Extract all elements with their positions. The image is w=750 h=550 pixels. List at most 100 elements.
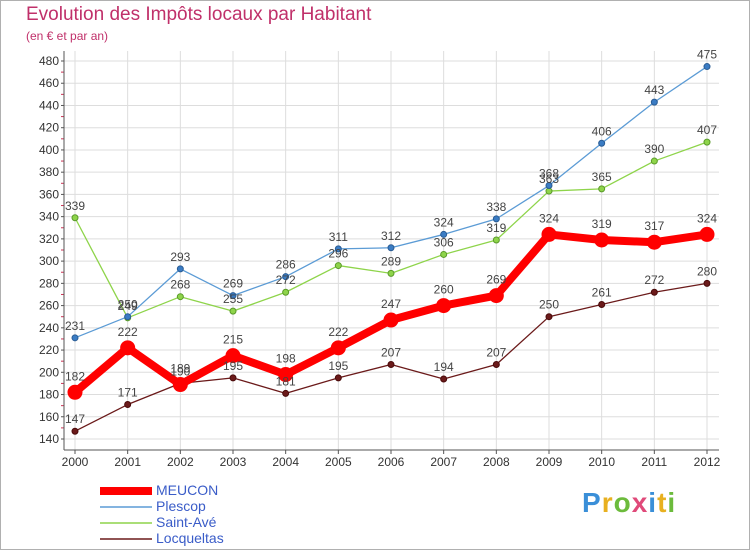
- y-tick-label: 320: [39, 232, 59, 246]
- data-labels: 147 171 190 195 181 195 207 194 207 250 261 272 280 3…: [65, 48, 717, 427]
- legend-swatch-saint-ave: [100, 522, 152, 524]
- y-tick-label: 200: [39, 365, 59, 379]
- data-label-saint-av-: 296: [328, 247, 348, 261]
- data-point-saint-av-: [229, 307, 237, 315]
- data-label-plescop: 406: [592, 124, 612, 138]
- data-point-plescop: [334, 245, 342, 253]
- data-label-locqueltas: 272: [644, 273, 664, 287]
- data-label-saint-av-: 365: [592, 170, 612, 184]
- data-label-plescop: 286: [276, 258, 296, 272]
- data-point-meucon: [172, 377, 188, 393]
- data-label-locqueltas: 194: [434, 360, 454, 374]
- data-label-meucon: 215: [223, 333, 243, 347]
- x-tick-label: 2006: [378, 455, 405, 469]
- data-label-saint-av-: 390: [644, 142, 664, 156]
- data-point-plescop: [440, 230, 448, 238]
- series-group: [67, 63, 715, 435]
- data-label-saint-av-: 255: [223, 292, 243, 306]
- data-point-saint-av-: [176, 293, 184, 301]
- x-tick-label: 2005: [325, 455, 352, 469]
- chart-subtitle: (en € et par an): [26, 29, 109, 43]
- data-label-saint-av-: 272: [276, 273, 296, 287]
- data-point-plescop: [703, 63, 711, 71]
- y-tick-label: 180: [39, 388, 59, 402]
- data-point-meucon: [541, 226, 557, 242]
- data-label-saint-av-: 268: [170, 278, 190, 292]
- data-point-saint-av-: [492, 236, 500, 244]
- data-label-plescop: 475: [697, 48, 717, 62]
- data-point-plescop: [598, 139, 606, 147]
- data-label-locqueltas: 190: [170, 364, 190, 378]
- data-point-locqueltas: [387, 361, 395, 369]
- data-label-saint-av-: 289: [381, 254, 401, 268]
- data-point-meucon: [278, 367, 294, 383]
- data-label-meucon: 247: [381, 297, 401, 311]
- data-label-saint-av-: 407: [697, 123, 717, 137]
- data-point-saint-av-: [334, 262, 342, 270]
- data-label-meucon: 324: [697, 211, 717, 225]
- y-tick-label: 300: [39, 254, 59, 268]
- data-point-saint-av-: [387, 269, 395, 277]
- data-point-plescop: [492, 215, 500, 223]
- y-tick-label: 140: [39, 432, 59, 446]
- data-label-locqueltas: 280: [697, 264, 717, 278]
- data-label-plescop: 338: [486, 200, 506, 214]
- data-label-locqueltas: 261: [592, 285, 612, 299]
- y-tick-label: 400: [39, 143, 59, 157]
- x-tick-label: 2008: [483, 455, 510, 469]
- data-label-meucon: 324: [539, 211, 559, 225]
- data-label-saint-av-: 319: [486, 221, 506, 235]
- data-point-meucon: [436, 298, 452, 314]
- data-label-meucon: 317: [644, 219, 664, 233]
- data-point-meucon: [383, 312, 399, 328]
- y-tick-label: 460: [39, 76, 59, 90]
- data-point-plescop: [176, 265, 184, 273]
- y-tick-label: 260: [39, 299, 59, 313]
- data-point-plescop: [282, 273, 290, 281]
- data-point-plescop: [545, 182, 553, 190]
- data-point-locqueltas: [334, 374, 342, 382]
- data-point-locqueltas: [703, 279, 711, 287]
- data-point-saint-av-: [598, 185, 606, 193]
- data-label-meucon: 222: [328, 325, 348, 339]
- data-point-plescop: [387, 244, 395, 252]
- data-label-plescop: 250: [118, 298, 138, 312]
- data-point-saint-av-: [282, 288, 290, 296]
- data-point-locqueltas: [71, 427, 79, 435]
- data-label-meucon: 319: [592, 217, 612, 231]
- x-tick-label: 2001: [114, 455, 141, 469]
- y-tick-label: 240: [39, 321, 59, 335]
- data-label-meucon: 222: [118, 325, 138, 339]
- data-label-locqueltas: 250: [539, 298, 559, 312]
- legend-label-plescop: Plescop: [156, 498, 206, 514]
- data-label-meucon: 198: [276, 352, 296, 366]
- y-tick-label: 480: [39, 54, 59, 68]
- data-label-saint-av-: 363: [539, 172, 559, 186]
- data-point-meucon: [225, 348, 241, 364]
- data-label-saint-av-: 306: [434, 235, 454, 249]
- x-tick-label: 2002: [167, 455, 194, 469]
- legend-swatch-plescop: [100, 506, 152, 508]
- data-label-meucon: 269: [486, 273, 506, 287]
- y-tick-label: 220: [39, 343, 59, 357]
- legend-label-locqueltas: Locqueltas: [156, 530, 224, 546]
- y-tick-label: 420: [39, 121, 59, 135]
- x-tick-label: 2004: [272, 455, 299, 469]
- data-point-locqueltas: [492, 361, 500, 369]
- y-tick-label: 160: [39, 410, 59, 424]
- legend-swatch-meucon: [100, 487, 152, 495]
- legend-label-saint-ave: Saint-Avé: [156, 514, 217, 530]
- data-point-saint-av-: [703, 138, 711, 146]
- data-point-meucon: [330, 340, 346, 356]
- data-point-meucon: [120, 340, 136, 356]
- data-point-meucon: [594, 232, 610, 248]
- x-tick-label: 2012: [694, 455, 721, 469]
- data-point-plescop: [650, 98, 658, 106]
- data-point-locqueltas: [598, 300, 606, 308]
- data-label-plescop: 368: [539, 167, 559, 181]
- y-tick-label: 440: [39, 98, 59, 112]
- y-tick-label: 360: [39, 187, 59, 201]
- legend-label-meucon: MEUCON: [156, 482, 219, 498]
- data-point-locqueltas: [124, 401, 132, 409]
